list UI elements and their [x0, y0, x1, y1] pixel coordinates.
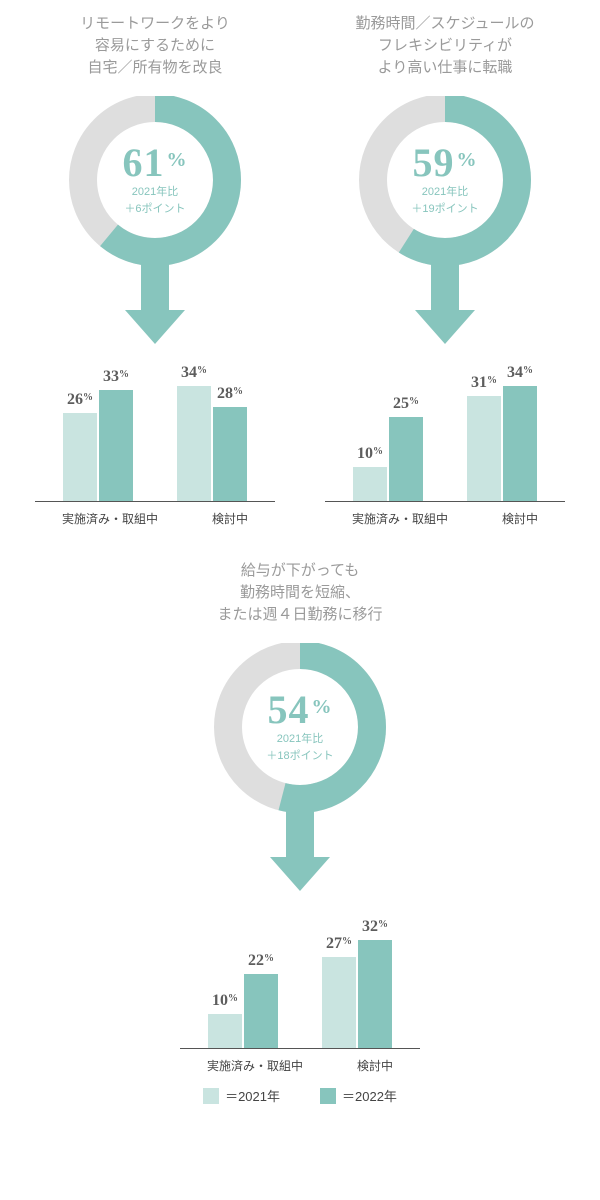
bar-chart-remote: 26%33%34%28% 実施済み・取組中検討中: [35, 352, 275, 527]
bar-value-label: 33%: [103, 368, 129, 386]
bar-y2022: 32%: [358, 940, 392, 1048]
bar-group: 10%22%: [208, 974, 278, 1048]
legend-2022: ＝2022年: [320, 1086, 397, 1105]
bar-value-label: 27%: [326, 935, 352, 953]
panel-fourday: 給与が下がっても勤務時間を短縮、または週４日勤務に移行 54% 2021年比 ＋…: [160, 557, 440, 1105]
legend-2021: ＝2021年: [203, 1086, 280, 1105]
bar-y2022: 34%: [503, 386, 537, 501]
bar-chart-flex: 10%25%31%34% 実施済み・取組中検討中: [325, 352, 565, 527]
donut-flex: 59% 2021年比 ＋19ポイント: [335, 96, 555, 356]
bar-y2022: 22%: [244, 974, 278, 1048]
bar-group: 10%25%: [353, 417, 423, 501]
bar-value-label: 32%: [362, 918, 388, 936]
legend: ＝2021年 ＝2022年: [203, 1086, 397, 1105]
bar-value-label: 34%: [507, 364, 533, 382]
bar-value-label: 34%: [181, 364, 207, 382]
bar-y2022: 25%: [389, 417, 423, 501]
bar-category-label: 検討中: [212, 510, 248, 527]
panel-flex: 勤務時間／スケジュールのフレキシビリティがより高い仕事に転職 59% 2021年…: [305, 10, 585, 527]
bar-y2021: 27%: [322, 957, 356, 1048]
bar-group: 31%34%: [467, 386, 537, 501]
legend-swatch-2021: [203, 1088, 219, 1104]
panel-title: 給与が下がっても勤務時間を短縮、または週４日勤務に移行: [217, 557, 382, 629]
bar-group: 27%32%: [322, 940, 392, 1048]
panel-remote: リモートワークをより容易にするために自宅／所有物を改良 61% 2021年比 ＋…: [15, 10, 295, 527]
bar-y2022: 28%: [213, 407, 247, 502]
bar-category-label: 実施済み・取組中: [62, 510, 158, 527]
bar-value-label: 10%: [357, 445, 383, 463]
bar-group: 26%33%: [63, 390, 133, 501]
bar-y2021: 10%: [353, 467, 387, 501]
legend-swatch-2022: [320, 1088, 336, 1104]
bar-category-label: 検討中: [502, 510, 538, 527]
bar-y2021: 34%: [177, 386, 211, 501]
bar-value-label: 10%: [212, 992, 238, 1010]
bar-category-label: 実施済み・取組中: [207, 1057, 303, 1074]
bar-value-label: 31%: [471, 374, 497, 392]
bar-value-label: 28%: [217, 385, 243, 403]
panel-title: リモートワークをより容易にするために自宅／所有物を改良: [80, 10, 230, 82]
bar-value-label: 25%: [393, 395, 419, 413]
bar-category-label: 実施済み・取組中: [352, 510, 448, 527]
bar-value-label: 26%: [67, 391, 93, 409]
bar-y2021: 31%: [467, 396, 501, 501]
bar-y2021: 10%: [208, 1014, 242, 1048]
donut-fourday: 54% 2021年比 ＋18ポイント: [190, 643, 410, 903]
bar-chart-fourday: 10%22%27%32% 実施済み・取組中検討中: [180, 899, 420, 1074]
bar-y2022: 33%: [99, 390, 133, 501]
bar-y2021: 26%: [63, 413, 97, 501]
bar-category-label: 検討中: [357, 1057, 393, 1074]
bar-group: 34%28%: [177, 386, 247, 501]
bar-value-label: 22%: [248, 952, 274, 970]
panel-title: 勤務時間／スケジュールのフレキシビリティがより高い仕事に転職: [356, 10, 535, 82]
donut-remote: 61% 2021年比 ＋6ポイント: [45, 96, 265, 356]
